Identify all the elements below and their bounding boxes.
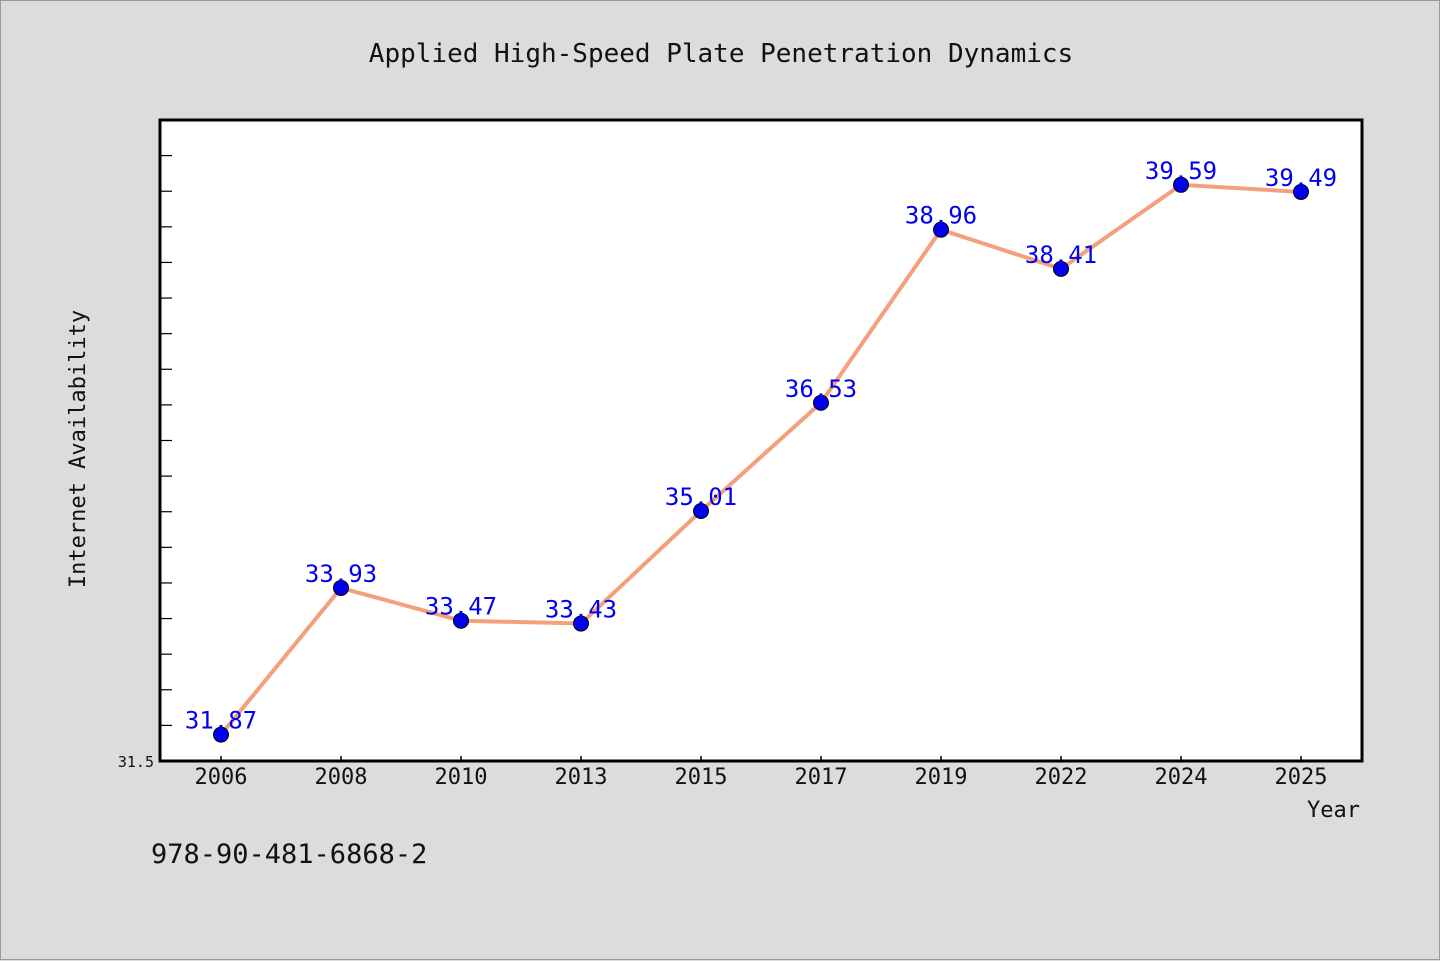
x-tick-label: 2015 — [675, 765, 728, 790]
x-axis-label: Year — [1307, 798, 1360, 823]
x-tick-label: 2013 — [555, 765, 608, 790]
data-label: 39.59 — [1145, 157, 1217, 185]
plot-area — [158, 118, 1364, 763]
x-tick-label: 2006 — [195, 765, 248, 790]
chart-title: Applied High-Speed Plate Penetration Dyn… — [369, 39, 1073, 69]
data-point — [1293, 183, 1309, 200]
data-point — [573, 615, 589, 632]
y-axis-ticks — [160, 119, 172, 762]
data-label: 38.41 — [1025, 241, 1097, 269]
data-label: 33.47 — [425, 593, 497, 621]
data-point — [453, 612, 469, 629]
x-tick-label: 2025 — [1275, 765, 1328, 790]
series-layer: 31.87 33.93 33.47 33.43 35.01 36.53 38.96 38.41… — [185, 157, 1337, 743]
x-axis-ticks: 2006 2008 2010 2013 2015 2017 2019 2022 2024 2025 — [195, 756, 1328, 790]
data-point — [213, 726, 229, 743]
data-point — [693, 503, 709, 520]
y-tick-label: 31.5 — [118, 753, 154, 771]
data-label: 38.96 — [905, 202, 977, 230]
data-label: 33.93 — [305, 560, 377, 588]
x-tick-label: 2022 — [1035, 765, 1088, 790]
data-label: 36.53 — [785, 375, 857, 403]
data-label: 35.01 — [665, 483, 737, 511]
x-tick-label: 2024 — [1155, 765, 1208, 790]
x-tick-label: 2019 — [915, 765, 968, 790]
x-tick-label: 2010 — [435, 765, 488, 790]
data-point — [933, 221, 949, 238]
data-point — [1173, 176, 1189, 193]
data-point — [333, 579, 349, 596]
data-label: 33.43 — [545, 596, 617, 624]
x-tick-label: 2008 — [315, 765, 368, 790]
isbn-label: 978-90-481-6868-2 — [151, 839, 427, 870]
y-axis-label: Internet Availability — [66, 310, 91, 588]
data-label: 39.49 — [1265, 164, 1337, 192]
series-line — [219, 182, 1302, 736]
data-point — [1053, 260, 1069, 277]
x-tick-label: 2017 — [795, 765, 848, 790]
data-point — [813, 394, 829, 411]
data-label: 31.87 — [185, 707, 257, 735]
